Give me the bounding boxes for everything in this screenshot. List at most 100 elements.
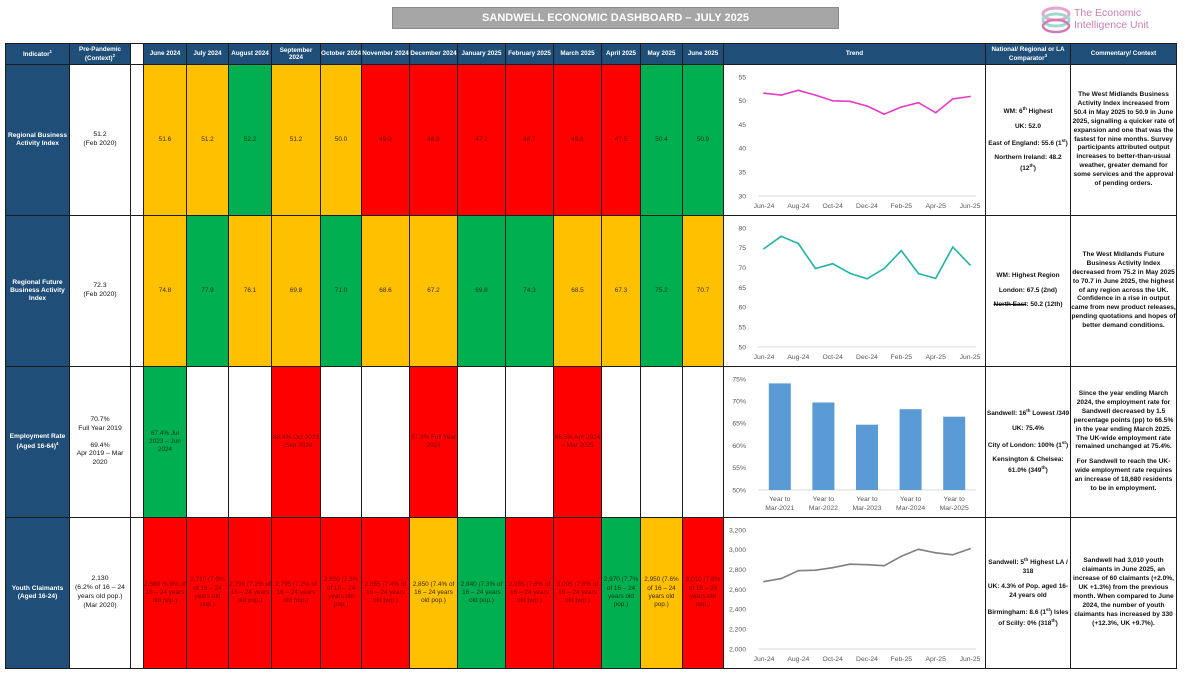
data-point bbox=[951, 245, 954, 248]
month-cell: 74.3 bbox=[505, 215, 554, 367]
month-cell: 51.6 bbox=[143, 64, 187, 216]
data-point bbox=[917, 101, 919, 104]
month-cell: 67.4% Jul 2023 – Jun 2024 bbox=[143, 366, 187, 518]
header-month: September 2024 bbox=[271, 43, 321, 65]
month-cell: 68.5 bbox=[553, 215, 602, 367]
month-cell: 2,710 (7.0% of 16 – 24 years old pop.) bbox=[186, 517, 229, 669]
y-tick-label: 2,600 bbox=[728, 586, 745, 593]
data-point bbox=[865, 563, 868, 566]
comparator-item: UK: 4.3% of Pop. aged 16-24 years old bbox=[987, 583, 1070, 601]
dashboard-table: Indicator1 Pre-Pandemic (Context)2 June … bbox=[5, 43, 1177, 669]
data-point bbox=[882, 267, 885, 269]
comparator-item: Sandwell: 5th Highest LA / 318 bbox=[987, 557, 1070, 577]
prepandemic-value: 51.2 (Feb 2020) bbox=[69, 64, 131, 216]
data-point bbox=[779, 577, 782, 579]
commentary-paragraph: For Sandwell to reach the UK-wide employ… bbox=[1074, 458, 1173, 492]
trend-chart-cell: 2,000 2,200 2,400 2,600 2,800 3,000 3,200 Jun-2… bbox=[723, 517, 986, 669]
comparator-cell: WM: Highest Region London: 67.5 (2nd) Nort… bbox=[985, 215, 1071, 367]
data-point bbox=[865, 277, 868, 280]
prepandemic-line: (Feb 2020) bbox=[83, 140, 117, 147]
month-cell: 51.2 bbox=[186, 64, 229, 216]
data-point bbox=[762, 91, 765, 94]
y-tick-label: 60 bbox=[738, 304, 746, 311]
series-line bbox=[763, 88, 970, 115]
data-point bbox=[814, 93, 816, 96]
bar bbox=[855, 424, 878, 490]
x-tick-label: Mar-2023 bbox=[852, 505, 881, 512]
y-tick-label: 30 bbox=[738, 193, 746, 200]
data-point bbox=[899, 249, 902, 251]
comparator-item: WM: Highest Region bbox=[987, 272, 1070, 281]
month-cell bbox=[601, 366, 641, 518]
x-tick-label: Jun-25 bbox=[959, 656, 980, 663]
month-cell: 69.8 bbox=[457, 215, 506, 367]
data-point bbox=[762, 247, 765, 249]
month-cell: 49.9 bbox=[361, 64, 410, 216]
y-tick-label: 80 bbox=[738, 225, 746, 232]
month-cell: 49.6 bbox=[553, 64, 602, 216]
eiu-logo: The Economic Intelligence Unit bbox=[1040, 3, 1180, 37]
y-tick-label: 70% bbox=[732, 398, 746, 405]
x-tick-label: Jun-25 bbox=[959, 354, 980, 361]
x-tick-label: Aug-24 bbox=[787, 354, 809, 361]
month-cell: 48.7 bbox=[505, 64, 554, 216]
month-cell: 2,680 (6.9% of 16 – 24 years old pop.) bbox=[143, 517, 187, 669]
month-cell: 2,970 (7.7% of 16 – 24 years old pop.) bbox=[601, 517, 641, 669]
header-prepandemic: Pre-Pandemic (Context)2 bbox=[69, 43, 131, 65]
comparator-item: WM: 6th Highest bbox=[987, 106, 1070, 117]
prepandemic-value: 70.7% Full Year 2019 69.4% Apr 2019 – Mar 2… bbox=[69, 366, 131, 518]
indicator-row: Regional Future Business Activity Index 7… bbox=[5, 215, 1177, 367]
logo-text-line2: Intelligence Unit bbox=[1074, 19, 1149, 31]
comparator-text: Sandwell: 16 bbox=[986, 410, 1027, 417]
header-trend: Trend bbox=[723, 43, 986, 65]
comparator-ordinal: st bbox=[1061, 137, 1066, 143]
x-tick-label: Jun-25 bbox=[959, 203, 980, 210]
trend-chart: 2,000 2,200 2,400 2,600 2,800 3,000 3,200 Jun-2… bbox=[728, 527, 980, 663]
y-tick-label: 35 bbox=[738, 169, 746, 176]
header-month: November 2024 bbox=[361, 43, 410, 65]
y-tick-label: 50 bbox=[738, 344, 746, 351]
data-point bbox=[899, 105, 902, 108]
y-tick-label: 55% bbox=[732, 465, 746, 472]
y-tick-label: 55 bbox=[738, 74, 746, 81]
indicator-name: Employment Rate (Aged 16-64)4 bbox=[5, 366, 70, 518]
data-point bbox=[814, 568, 816, 571]
y-tick-label: 2,800 bbox=[728, 566, 745, 573]
trend-chart: 50 55 60 65 70 75 80 Jun-24 Aug-24 Oct-24 Dec-24 Fe… bbox=[738, 225, 980, 361]
data-point bbox=[968, 547, 971, 550]
data-point bbox=[917, 547, 919, 550]
x-tick-label: Year to bbox=[769, 496, 791, 503]
trend-chart: 30 35 40 45 50 55 Jun-24 Aug-24 Oct-24 Dec-24 Feb-… bbox=[738, 74, 980, 210]
month-cell bbox=[640, 366, 683, 518]
comparator-text: UK: 4.3% of Pop. aged 16-24 years old bbox=[987, 583, 1069, 599]
month-cell: 71.0 bbox=[320, 215, 362, 367]
data-point bbox=[951, 97, 954, 100]
month-cell: 3,010 (7.8% of 16 – 24 years old pop.) bbox=[682, 517, 724, 669]
month-cell: 67.2 bbox=[409, 215, 458, 367]
data-point bbox=[796, 242, 799, 244]
spacer-cell bbox=[130, 366, 144, 518]
data-point bbox=[934, 551, 937, 554]
y-tick-label: 50% bbox=[732, 487, 746, 494]
data-point bbox=[814, 267, 816, 269]
month-cell: 2,820 (7.3% of 16 – 24 years old pop.) bbox=[320, 517, 362, 669]
month-cell bbox=[186, 366, 229, 518]
y-tick-label: 3,000 bbox=[728, 547, 745, 554]
comparator-ordinal: st bbox=[1046, 606, 1051, 612]
header-commentary: Commentary/ Context bbox=[1070, 43, 1177, 65]
comparator-text: : 50.2 (12th) bbox=[1026, 301, 1063, 309]
spacer-cell bbox=[130, 215, 144, 367]
trend-chart-cell: 50% 55% 60% 65% 70% 75% Year to Mar-2021 Year to… bbox=[723, 366, 986, 518]
commentary-paragraph: The West Midlands Future Business Activi… bbox=[1071, 250, 1176, 330]
x-tick-label: Feb-25 bbox=[890, 354, 912, 361]
month-cell: 67.3% Full Year 2024 bbox=[409, 366, 458, 518]
x-tick-label: Jun-24 bbox=[753, 656, 774, 663]
data-point bbox=[848, 271, 851, 274]
x-tick-label: Apr-25 bbox=[925, 203, 946, 210]
y-tick-label: 2,200 bbox=[728, 626, 745, 633]
prepandemic-line: 69.4% bbox=[90, 441, 110, 449]
y-tick-label: 75 bbox=[738, 245, 746, 252]
y-tick-label: 65 bbox=[738, 284, 746, 291]
comparator-text-after: Lowest /349 bbox=[1030, 410, 1070, 417]
header-month: February 2025 bbox=[505, 43, 554, 65]
